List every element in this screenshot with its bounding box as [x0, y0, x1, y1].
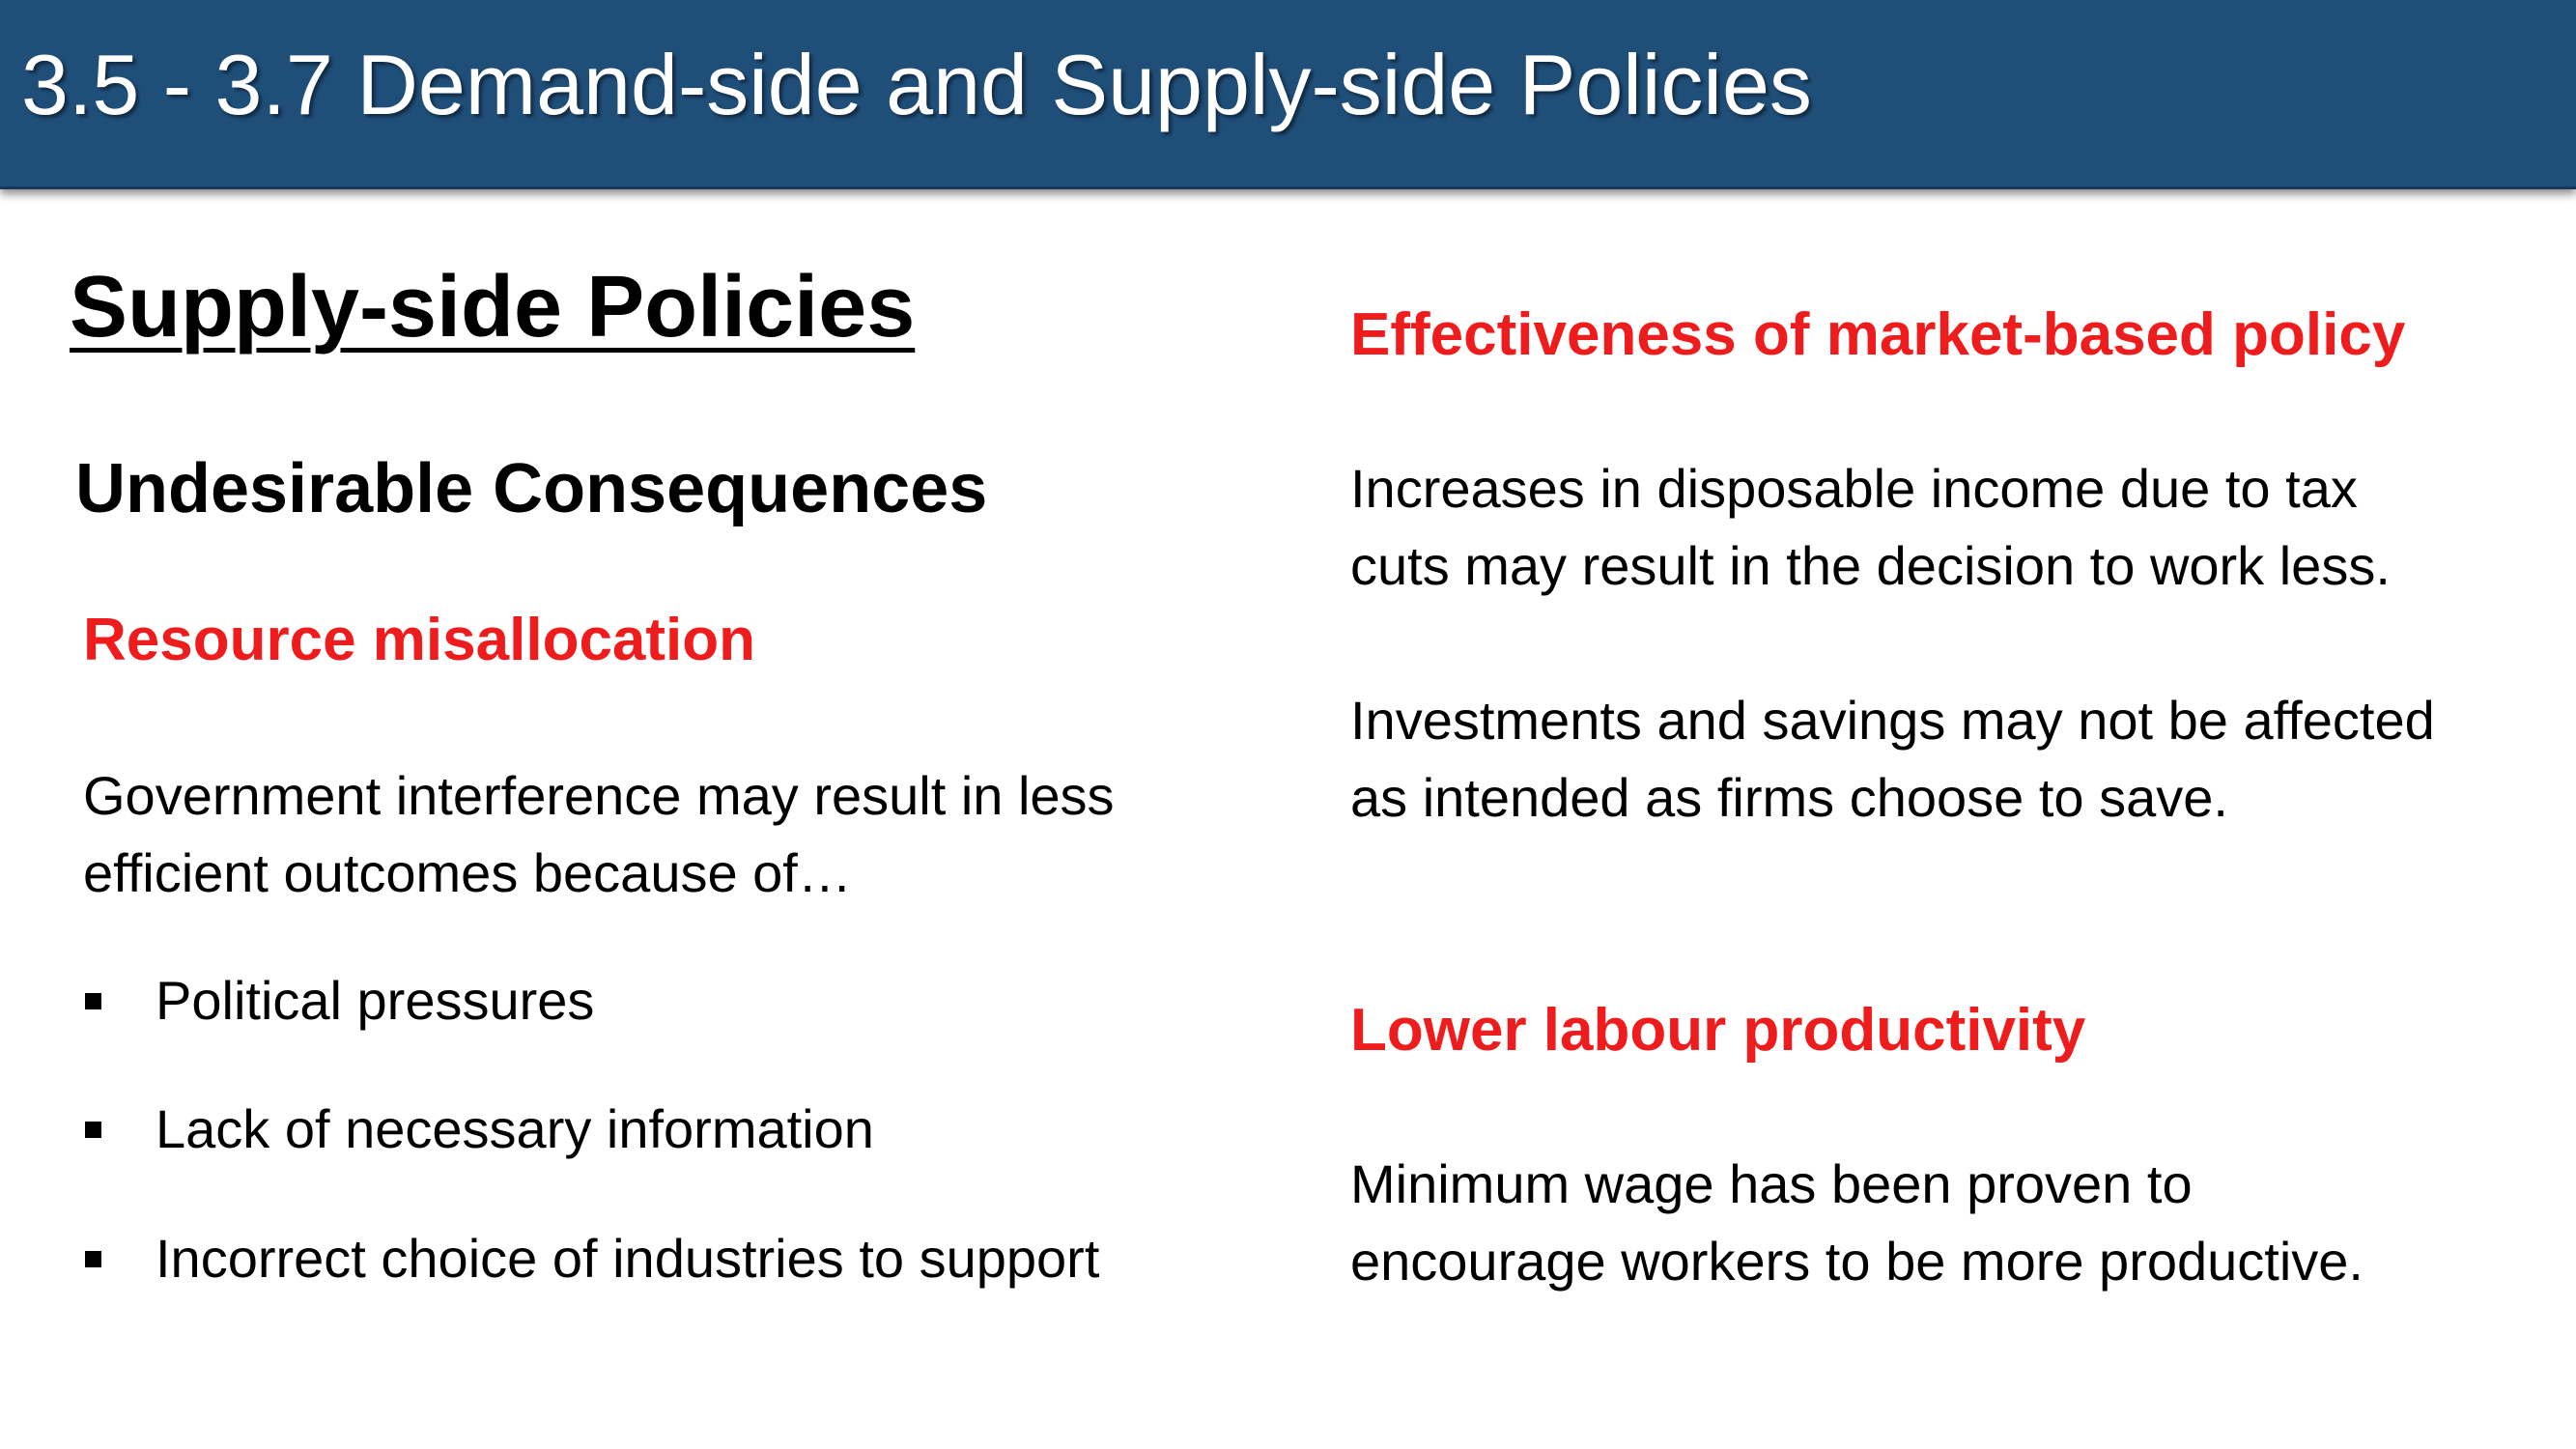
- resource-misallocation-heading: Resource misallocation: [83, 607, 756, 673]
- title-bar: 3.5 - 3.7 Demand-side and Supply-side Po…: [0, 0, 2576, 189]
- list-item: Political pressures: [85, 967, 594, 1035]
- square-bullet-icon: [85, 1250, 101, 1267]
- effectiveness-heading: Effectiveness of market-based policy: [1350, 301, 2406, 368]
- slide-title: 3.5 - 3.7 Demand-side and Supply-side Po…: [21, 37, 1812, 132]
- labour-productivity-heading: Lower labour productivity: [1350, 997, 2086, 1064]
- effectiveness-text-line: Increases in disposable income due to ta…: [1350, 458, 2358, 519]
- square-bullet-icon: [85, 1121, 101, 1138]
- labour-productivity-text: Minimum wage has been proven to encourag…: [1350, 1146, 2364, 1300]
- resource-text-line: Government interference may result in le…: [83, 765, 1115, 826]
- effectiveness-paragraph-1: Increases in disposable income due to ta…: [1350, 450, 2391, 605]
- list-item: Incorrect choice of industries to suppor…: [85, 1225, 1099, 1293]
- labour-text-line: encourage workers to be more productive.: [1350, 1231, 2364, 1292]
- sub-heading: Undesirable Consequences: [75, 450, 988, 527]
- labour-text-line: Minimum wage has been proven to: [1350, 1153, 2193, 1214]
- effectiveness-text-line: Investments and savings may not be affec…: [1350, 690, 2435, 751]
- effectiveness-paragraph-2: Investments and savings may not be affec…: [1350, 682, 2435, 837]
- effectiveness-text-line: as intended as firms choose to save.: [1350, 767, 2228, 828]
- bullet-text: Lack of necessary information: [156, 1098, 874, 1159]
- section-heading: Supply-side Policies: [70, 259, 916, 355]
- resource-misallocation-text: Government interference may result in le…: [83, 757, 1115, 912]
- bullet-text: Incorrect choice of industries to suppor…: [156, 1228, 1100, 1289]
- square-bullet-icon: [85, 992, 101, 1009]
- list-item: Lack of necessary information: [85, 1095, 874, 1163]
- bullet-text: Political pressures: [156, 970, 595, 1031]
- effectiveness-text-line: cuts may result in the decision to work …: [1350, 535, 2391, 596]
- resource-text-line: efficient outcomes because of…: [83, 842, 852, 903]
